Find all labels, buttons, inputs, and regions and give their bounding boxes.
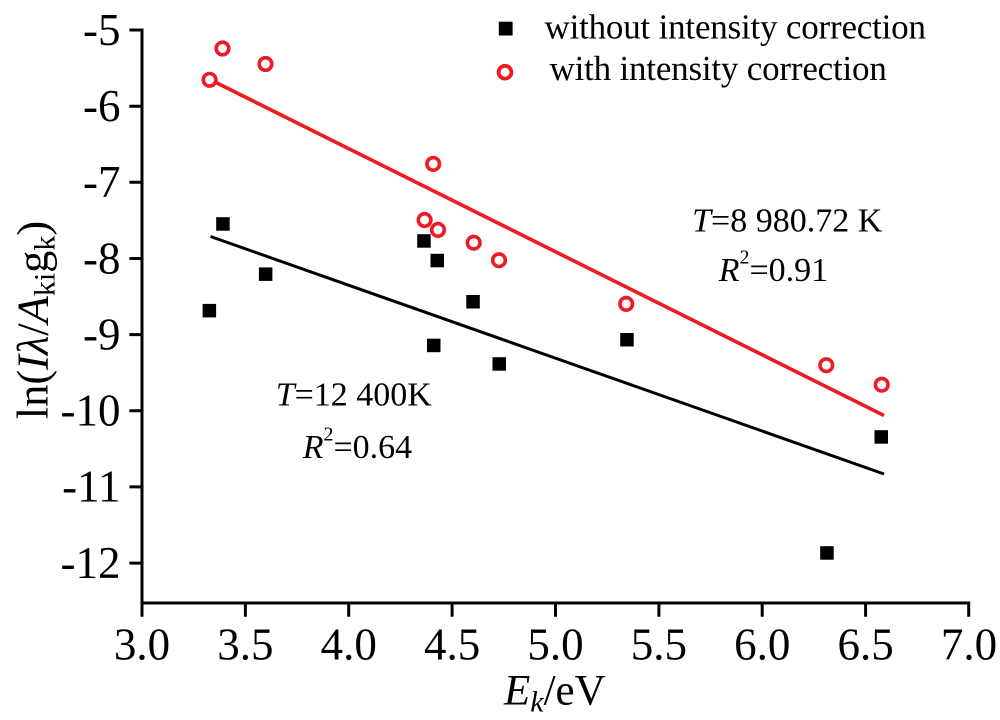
svg-text:3.0: 3.0 [114, 620, 170, 670]
svg-text:7.0: 7.0 [941, 620, 997, 670]
svg-text:-5: -5 [83, 5, 121, 55]
svg-text:4.0: 4.0 [321, 620, 377, 670]
svg-text:Ek/eV: Ek/eV [503, 668, 606, 719]
svg-text:R2=0.64: R2=0.64 [302, 423, 412, 466]
svg-text:-7: -7 [83, 157, 121, 207]
svg-text:-9: -9 [83, 309, 121, 359]
svg-text:4.5: 4.5 [424, 620, 480, 670]
svg-text:5.0: 5.0 [527, 620, 583, 670]
svg-text:with intensity correction: with intensity correction [550, 49, 887, 88]
svg-text:-10: -10 [61, 386, 121, 436]
svg-text:5.5: 5.5 [631, 620, 687, 670]
svg-text:without intensity correction: without intensity correction [545, 8, 926, 47]
svg-text:6.0: 6.0 [734, 620, 790, 670]
svg-text:3.5: 3.5 [217, 620, 273, 670]
svg-text:-8: -8 [83, 233, 121, 283]
svg-text:ln(Iλ/Akigk): ln(Iλ/Akigk) [8, 221, 62, 420]
svg-text:-6: -6 [83, 81, 121, 131]
svg-text:-12: -12 [61, 538, 121, 588]
svg-text:R2=0.91: R2=0.91 [718, 247, 828, 290]
svg-text:T=12 400K: T=12 400K [276, 376, 433, 413]
svg-text:T=8 980.72 K: T=8 980.72 K [692, 203, 883, 240]
svg-text:6.5: 6.5 [837, 620, 893, 670]
svg-text:-11: -11 [62, 462, 120, 512]
